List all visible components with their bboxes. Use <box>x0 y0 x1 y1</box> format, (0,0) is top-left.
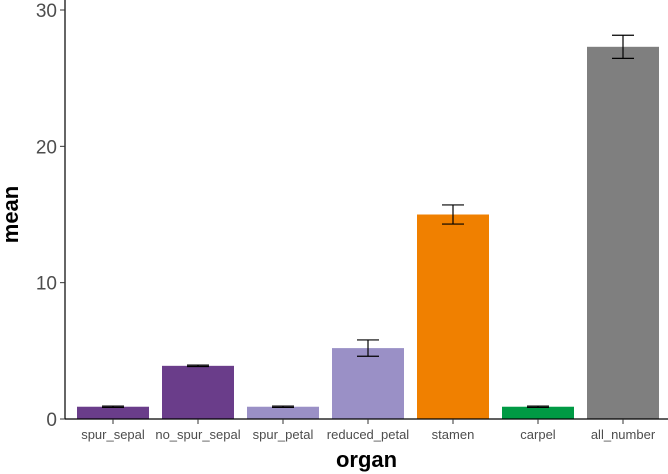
bar-stamen <box>417 214 489 419</box>
x-tick-label-spur_petal: spur_petal <box>253 427 314 442</box>
x-ticks-group: spur_sepal no_spur_sepal spur_petal reduced… <box>81 419 656 442</box>
x-axis-title: organ <box>336 447 397 472</box>
x-tick-label-all_number: all_number <box>591 427 656 442</box>
error-bar-stamen <box>442 204 464 225</box>
bar-spur_petal <box>247 406 319 419</box>
x-tick-label-reduced_petal: reduced_petal <box>327 427 410 442</box>
error-bar-no_spur_sepal <box>187 364 209 368</box>
bars-group <box>77 46 659 420</box>
y-tick-label-30: 30 <box>36 1 57 22</box>
x-tick-label-carpel: carpel <box>520 427 556 442</box>
bar-all_number <box>587 46 659 420</box>
y-tick-label-0: 0 <box>46 410 57 431</box>
bar-reduced_petal <box>332 348 404 419</box>
x-tick-label-no_spur_sepal: no_spur_sepal <box>155 427 240 442</box>
y-ticks-group: 0 10 20 30 <box>36 1 65 431</box>
y-tick-label-10: 10 <box>36 274 57 295</box>
bar-no_spur_sepal <box>162 365 234 419</box>
bar-spur_sepal <box>77 406 149 419</box>
y-axis-title: mean <box>0 186 23 243</box>
error-bar-carpel <box>527 405 549 409</box>
bar-carpel <box>502 406 574 419</box>
x-tick-label-spur_sepal: spur_sepal <box>81 427 145 442</box>
error-bar-spur_petal <box>272 405 294 409</box>
error-bar-spur_sepal <box>102 405 124 409</box>
y-tick-label-20: 20 <box>36 137 57 158</box>
x-tick-label-stamen: stamen <box>432 427 475 442</box>
error-bar-all_number <box>612 34 634 59</box>
error-bars-group <box>102 34 634 409</box>
error-bar-reduced_petal <box>357 339 379 357</box>
